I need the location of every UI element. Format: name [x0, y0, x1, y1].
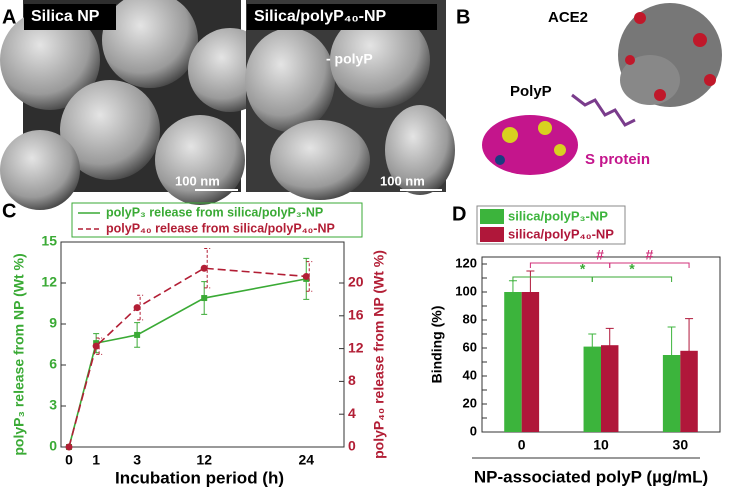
y-tick-label: 0: [49, 438, 57, 454]
legend-frame: [476, 205, 626, 245]
legend-swatch: [480, 227, 504, 242]
s-protein-structure: [482, 115, 578, 175]
image-title: Silica NP: [31, 8, 100, 25]
bar: [680, 350, 698, 432]
error-bar: [526, 270, 535, 314]
significance-bracket: [591, 276, 673, 282]
significance-bracket: [512, 276, 593, 282]
y-tick-label: 12: [41, 274, 57, 290]
point: [200, 264, 208, 272]
series-line: [68, 267, 307, 448]
molecule-label: PolyP: [510, 83, 552, 100]
polyp-chain: [571, 93, 636, 127]
y-tick-label: 120: [455, 255, 477, 270]
error-bar: [204, 248, 211, 289]
label-bg: [24, 4, 116, 30]
point: [92, 342, 100, 350]
point: [201, 295, 208, 302]
series-line: [68, 278, 307, 448]
x-tick-label: 10: [593, 437, 609, 453]
panel-label: D: [452, 203, 466, 225]
protein-label: S protein: [585, 151, 650, 168]
x-tick-label: 12: [196, 452, 212, 468]
x-tick-label: 30: [673, 437, 689, 453]
y-tick-label: 80: [463, 311, 477, 326]
y-axis-label: Binding (%): [429, 306, 445, 384]
image-title: Silica/polyP₄₀-NP: [254, 8, 387, 25]
x-axis-label: NP-associated polyP (µg/mL): [474, 467, 708, 486]
significance-mark: #: [645, 247, 653, 263]
x-tick-label: 3: [133, 452, 141, 468]
legend-label: silica/polyP₄₀-NP: [508, 226, 614, 241]
error-bar: [667, 326, 676, 384]
error-bar: [306, 261, 313, 292]
point: [133, 304, 141, 312]
scale-bar-label: 100 nm: [380, 173, 425, 188]
annotation: - polyP: [326, 51, 373, 67]
x-tick-label: 24: [298, 452, 314, 468]
y-tick-label: 20: [463, 395, 477, 410]
y2-tick-label: 20: [348, 274, 364, 290]
y2-tick-label: 0: [348, 438, 356, 454]
y-tick-label: 6: [49, 356, 57, 372]
y2-tick-label: 8: [348, 372, 356, 388]
bar: [601, 345, 619, 432]
error-bar: [96, 337, 103, 355]
bar: [504, 292, 522, 432]
significance-mark: *: [580, 261, 586, 277]
bar: [521, 292, 540, 432]
point: [302, 272, 310, 280]
panel-label: A: [2, 6, 16, 28]
y-tick-label: 15: [41, 233, 57, 249]
bar: [662, 355, 681, 432]
legend-swatch: [480, 209, 504, 224]
significance-bracket: [609, 262, 690, 268]
y2-tick-label: 12: [348, 339, 364, 355]
bar: [583, 346, 601, 432]
y-tick-label: 9: [49, 315, 57, 331]
legend-frame: [71, 202, 363, 238]
panel-label: C: [2, 200, 16, 222]
significance-mark: #: [596, 247, 604, 263]
x-axis-label: Incubation period (h): [115, 468, 284, 487]
point: [134, 331, 141, 338]
y-tick-label: 100: [455, 283, 477, 298]
y-axis-label: polyP₃ release from NP (Wt %): [11, 253, 27, 455]
legend-label: silica/polyP₃-NP: [508, 208, 608, 223]
y-tick-label: 3: [49, 397, 57, 413]
y-tick-label: 40: [463, 367, 477, 382]
point: [65, 443, 73, 451]
panel-label: B: [456, 6, 470, 28]
y-tick-label: 0: [470, 423, 477, 438]
ace2-structure: [618, 3, 722, 107]
error-bar: [605, 327, 614, 363]
spheres: [0, 0, 272, 210]
error-bar: [588, 333, 597, 360]
scale-bar-label: 100 nm: [175, 173, 220, 188]
significance-bracket: [529, 262, 611, 268]
legend-label: polyP₄₀ release from silica/polyP₄₀-NP: [106, 221, 335, 235]
y-tick-label: 60: [463, 339, 477, 354]
y2-tick-label: 16: [348, 307, 364, 323]
y2-axis-label: polyP₄₀ release from NP (Wt %): [371, 250, 387, 459]
plot-frame: [60, 241, 345, 448]
x-tick-label: 1: [92, 452, 100, 468]
legend-label: polyP₃ release from silica/polyP₃-NP: [106, 205, 323, 219]
significance-mark: *: [629, 261, 635, 277]
label-bg: [247, 4, 437, 30]
coated-spheres: [245, 12, 455, 200]
x-tick-label: 0: [518, 437, 526, 453]
y2-tick-label: 4: [348, 405, 356, 421]
x-tick-label: 0: [65, 452, 73, 468]
protein-label: ACE2: [548, 9, 588, 26]
error-bar: [685, 318, 694, 384]
